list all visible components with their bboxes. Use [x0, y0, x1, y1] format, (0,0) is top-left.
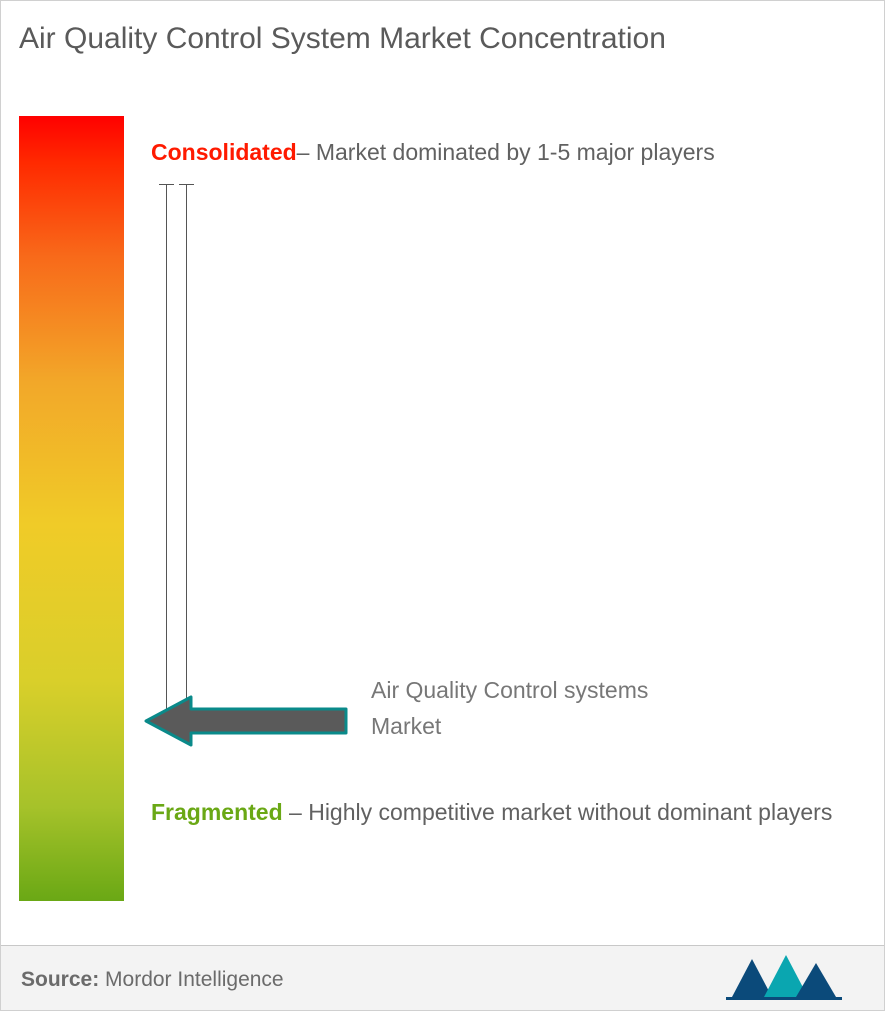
- source-prefix: Source:: [21, 968, 99, 991]
- consolidated-bold: Consolidated: [151, 139, 297, 165]
- marker-arrow: [136, 691, 356, 751]
- footer: Source: Mordor Intelligence: [1, 945, 884, 1010]
- consolidated-label: Consolidated– Market dominated by 1-5 ma…: [151, 127, 715, 178]
- source-text: Source: Mordor Intelligence: [21, 968, 284, 992]
- infographic-container: Air Quality Control System Market Concen…: [0, 0, 885, 1011]
- page-title: Air Quality Control System Market Concen…: [19, 19, 666, 60]
- fragmented-text: – Highly competitive market without domi…: [283, 799, 833, 825]
- fragmented-bold: Fragmented: [151, 799, 283, 825]
- source-name: Mordor Intelligence: [99, 968, 283, 991]
- mordor-logo-icon: [724, 947, 844, 1002]
- marker-label: Air Quality Control systems Market: [371, 673, 691, 744]
- consolidated-text: – Market dominated by 1-5 major players: [297, 139, 715, 165]
- range-bracket: [151, 156, 211, 726]
- fragmented-label: Fragmented – Highly competitive market w…: [151, 787, 832, 838]
- concentration-gradient-bar: [19, 116, 124, 901]
